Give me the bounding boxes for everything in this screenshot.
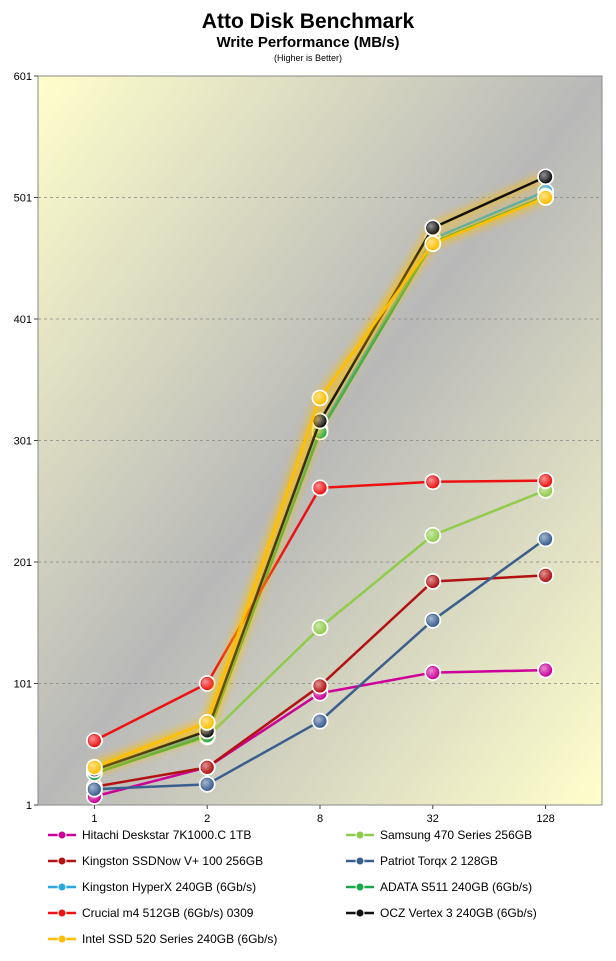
legend-swatch xyxy=(48,934,76,944)
data-point-shade xyxy=(314,481,326,494)
legend-swatch xyxy=(346,830,374,840)
legend-label: OCZ Vertex 3 240GB (6Gb/s) xyxy=(380,906,537,920)
data-point-shade xyxy=(88,734,101,747)
y-tick-label: 201 xyxy=(14,557,32,569)
legend-swatch xyxy=(48,908,76,918)
data-point-shade xyxy=(88,761,101,774)
data-point-shade xyxy=(314,391,326,404)
chart-subtitle: Write Performance (MB/s) xyxy=(216,34,400,51)
data-point-shade xyxy=(426,614,439,627)
data-point-shade xyxy=(426,575,439,588)
legend-label: ADATA S511 240GB (6Gb/s) xyxy=(380,880,533,894)
legend-swatch xyxy=(48,882,76,892)
data-point-shade xyxy=(201,677,214,690)
legend-label: Intel SSD 520 Series 240GB (6Gb/s) xyxy=(82,932,278,946)
chart-note: (Higher is Better) xyxy=(273,53,343,63)
x-tick-label: 1 xyxy=(91,813,97,825)
data-point-shade xyxy=(201,716,214,729)
y-tick-label: 1 xyxy=(26,800,32,812)
data-point-shade xyxy=(539,664,552,677)
data-point-shade xyxy=(539,532,552,545)
y-tick-label: 601 xyxy=(14,71,32,83)
legend-swatch xyxy=(346,856,374,866)
legend-label: Patriot Torqx 2 128GB xyxy=(380,854,498,868)
data-point-shade xyxy=(426,221,439,234)
data-point-shade xyxy=(426,475,439,488)
legend-swatch xyxy=(48,830,76,840)
data-point-shade xyxy=(539,474,552,487)
data-point-shade xyxy=(539,569,552,582)
y-tick-label: 101 xyxy=(14,679,32,691)
data-point-shade xyxy=(88,783,101,796)
x-tick-label: 8 xyxy=(317,813,323,825)
y-tick-label: 301 xyxy=(14,436,32,448)
legend-label: Hitachi Deskstar 7K1000.C 1TB xyxy=(82,828,252,842)
data-point-shade xyxy=(201,761,214,774)
data-point-shade xyxy=(539,170,552,183)
legend-swatch xyxy=(48,856,76,866)
data-point-shade xyxy=(314,679,326,692)
y-tick-label: 401 xyxy=(14,314,32,326)
data-point-shade xyxy=(426,666,439,679)
legend-swatch xyxy=(346,882,374,892)
data-point-shade xyxy=(426,529,439,542)
data-point-shade xyxy=(539,191,552,204)
data-point-shade xyxy=(426,237,439,250)
legend-swatch xyxy=(346,908,374,918)
legend-label: Kingston HyperX 240GB (6Gb/s) xyxy=(82,880,257,894)
chart-title: Atto Disk Benchmark xyxy=(201,10,415,33)
legend-label: Kingston SSDNow V+ 100 256GB xyxy=(82,854,264,868)
legend-label: Samsung 470 Series 256GB xyxy=(380,828,533,842)
data-point-shade xyxy=(314,621,326,634)
x-tick-label: 128 xyxy=(536,813,554,825)
legend-label: Crucial m4 512GB (6Gb/s) 0309 xyxy=(82,906,254,920)
data-point-shade xyxy=(201,778,214,791)
x-tick-label: 32 xyxy=(427,813,439,825)
y-tick-label: 501 xyxy=(14,193,32,205)
data-point-shade xyxy=(314,715,326,728)
x-tick-label: 2 xyxy=(204,813,210,825)
